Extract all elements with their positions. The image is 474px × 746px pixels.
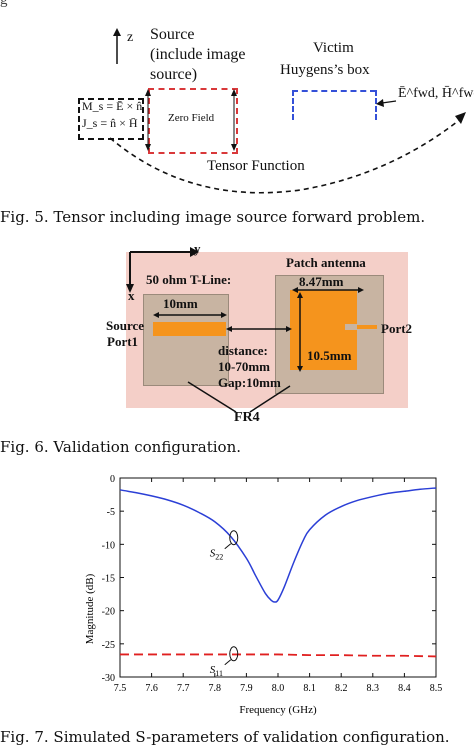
- tline-strip: [153, 322, 226, 336]
- annotation-label: S22: [210, 548, 224, 562]
- fr4-leaders: [187, 381, 291, 413]
- huygens-box-top: [292, 90, 376, 92]
- z-axis-arrow: [113, 28, 121, 64]
- js-equation: J_s = n̂ × H̄: [82, 116, 138, 130]
- dim-105-arrow: [297, 292, 303, 372]
- annotation-ellipse: [229, 530, 239, 546]
- victim-label: Victim: [313, 40, 354, 56]
- y-tick-label: -30: [102, 673, 115, 684]
- tensor-function-label: Tensor Function: [207, 158, 305, 175]
- source-label-3: source): [150, 66, 198, 83]
- y-tick-label: -25: [102, 640, 115, 651]
- dim-10mm-label: 10mm: [163, 296, 198, 311]
- x-axis-label: Frequency (GHz): [239, 704, 317, 716]
- left-side-arrows: [145, 89, 151, 151]
- dim-847-label: 8.47mm: [299, 274, 344, 289]
- huygens-box-right: [375, 90, 377, 120]
- series-line-2: [120, 653, 437, 658]
- distance-label-2: 10-70mm: [218, 359, 270, 374]
- annotation-leader: [224, 659, 232, 666]
- x-tick-label: 7.7: [177, 683, 190, 694]
- fig6-caption: Fig. 6. Validation configuration.: [0, 438, 242, 456]
- source-port-label-2: Port1: [107, 334, 139, 349]
- x-tick-label: 7.5: [114, 683, 127, 694]
- x-tick-label: 7.8: [209, 683, 222, 694]
- plot-area: [119, 477, 437, 678]
- x-tick-label: 8.4: [398, 683, 411, 694]
- y-tick-label: -10: [102, 540, 115, 551]
- distance-label-3: Gap:10mm: [218, 375, 281, 390]
- patch-antenna-label: Patch antenna: [286, 255, 366, 270]
- fig5-caption: Fig. 5. Tensor including image source fo…: [0, 208, 426, 226]
- source-label-1: Source: [150, 26, 195, 43]
- dim-847-arrow: [292, 287, 364, 293]
- huygens-label: Huygens’s box: [280, 62, 370, 78]
- sparam-chart: 7.5 7.6 7.7 7.8 7.9 8.0 8.1 8.2 8.3 8.4 8.5 0 -5 -10 -…: [84, 474, 443, 716]
- fig7-caption: Fig. 7. Simulated S-parameters of valida…: [0, 728, 450, 746]
- fr4-label: FR4: [234, 410, 260, 425]
- x-tick-label: 7.9: [240, 683, 253, 694]
- port2-label: Port2: [381, 321, 413, 336]
- y-axis-label: y: [194, 241, 201, 256]
- dim-10mm-arrow: [153, 312, 227, 318]
- x-tick-label: 7.6: [145, 683, 158, 694]
- x-axis-label: x: [128, 288, 135, 303]
- x-tick-label: 8.5: [430, 683, 443, 694]
- efwd-arrow: [376, 99, 397, 107]
- ms-equation: M_s = Ē × n̂: [82, 99, 143, 113]
- y-tick-label: -15: [102, 574, 115, 585]
- tline-label: 50 ohm T-Line:: [146, 272, 232, 287]
- patch-antenna: [290, 290, 377, 370]
- efwd-label: Ē^fwd, H̄^fwd: [398, 86, 474, 101]
- x-tick-label: 8.3: [367, 683, 380, 694]
- x-tick-label: 8.2: [335, 683, 348, 694]
- cut-off-text: g: [0, 0, 8, 8]
- zero-field-label: Zero Field: [168, 112, 215, 124]
- annotation-leader: [224, 543, 232, 550]
- right-side-arrows: [231, 89, 237, 151]
- y-tick-label: -20: [102, 607, 115, 618]
- y-axis-label: Magnitude (dB): [84, 573, 96, 644]
- board-axes: [126, 247, 199, 293]
- distance-label-1: distance:: [218, 343, 268, 358]
- tline-substrate: [143, 294, 229, 386]
- y-tick-label: 0: [110, 474, 115, 485]
- dim-105-label: 10.5mm: [307, 348, 352, 363]
- x-tick-label: 8.1: [303, 683, 316, 694]
- series-line-1: [119, 487, 437, 603]
- annotation-ellipse: [229, 646, 239, 662]
- huygens-box-left: [292, 90, 294, 120]
- source-box: [148, 88, 238, 154]
- distance-arrow: [226, 326, 292, 332]
- source-port-label-1: Source: [106, 318, 145, 333]
- z-label: z: [127, 30, 134, 45]
- y-tick-label: -5: [107, 507, 115, 518]
- source-label-2: (include image: [150, 46, 246, 63]
- annotation-label: S11: [210, 664, 223, 678]
- tensor-function-curve: [109, 112, 466, 194]
- x-tick-label: 8.0: [272, 683, 285, 694]
